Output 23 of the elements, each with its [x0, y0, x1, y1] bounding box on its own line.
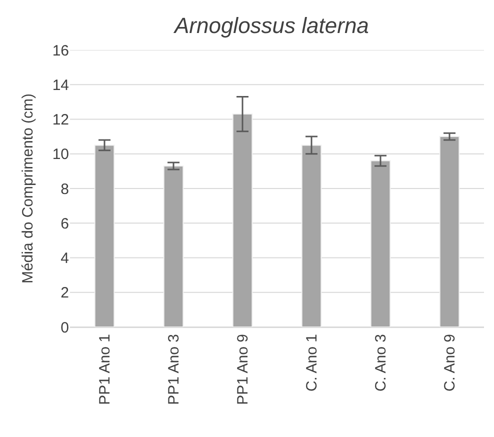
y-axis-title: Média do Comprimento (cm)	[20, 93, 37, 284]
y-tick-label: 10	[52, 146, 69, 164]
bar	[439, 136, 460, 327]
x-tick-label: C. Ano 9	[441, 334, 458, 392]
bar	[301, 144, 322, 327]
bar	[94, 144, 115, 327]
x-tick-label: PP1 Ano 1	[96, 334, 114, 405]
x-tick-label: PP1 Ano 3	[165, 334, 182, 405]
y-tick-label: 14	[52, 76, 69, 94]
x-tick-label: C. Ano 3	[372, 334, 390, 392]
bar	[232, 114, 253, 327]
bar	[370, 160, 391, 327]
x-tick-label: C. Ano 1	[303, 334, 320, 392]
chart-title: Arnoglossus laterna	[172, 12, 369, 38]
y-tick-label: 4	[60, 250, 69, 267]
bar	[163, 165, 184, 327]
x-tick-label: PP1 Ano 9	[234, 334, 252, 405]
y-tick-label: 6	[60, 215, 69, 232]
y-tick-label: 16	[52, 42, 69, 60]
y-tick-label: 8	[60, 180, 69, 198]
y-tick-label: 12	[52, 112, 69, 128]
y-tick-label: 2	[60, 284, 69, 302]
y-tick-label: 0	[60, 319, 69, 336]
